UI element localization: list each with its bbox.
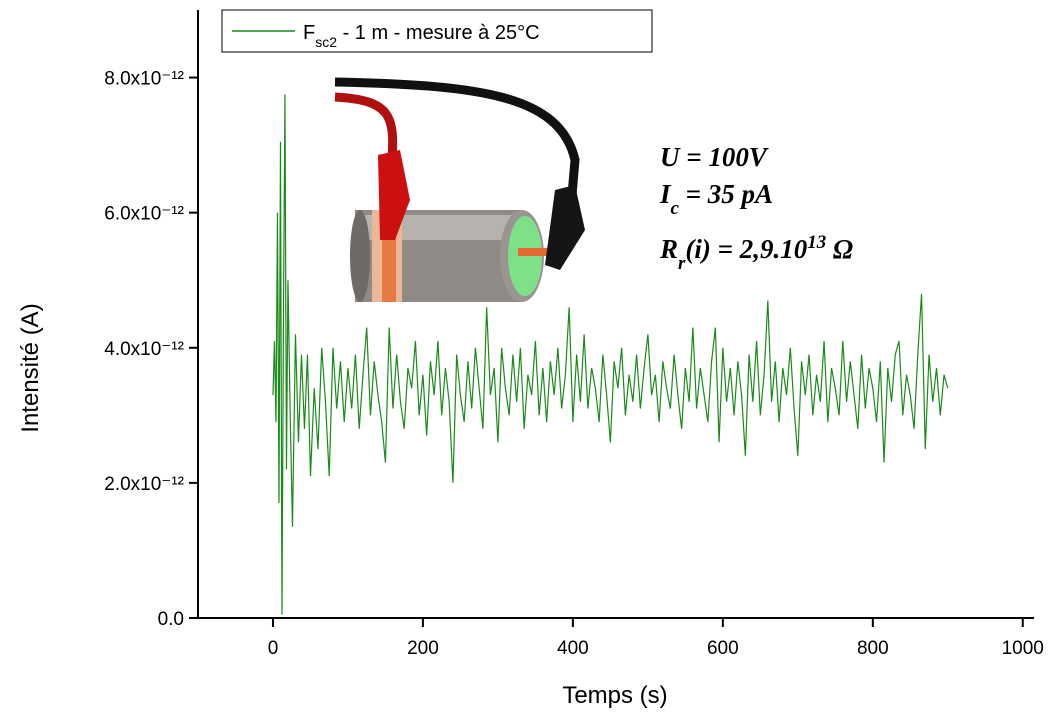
annotation-part: r xyxy=(678,253,686,274)
annotation-part: (i) = 2,9.10 xyxy=(685,234,807,264)
annotation: U = 100V xyxy=(660,142,769,172)
annotation-part: R xyxy=(659,234,678,264)
annotation-part: I xyxy=(659,179,672,209)
x-tick-label: 800 xyxy=(857,638,889,659)
x-tick-label: 1000 xyxy=(1002,638,1044,659)
data-line xyxy=(272,94,949,615)
y-tick-label: 8.0x10⁻¹² xyxy=(104,69,184,90)
annotation-part: c xyxy=(671,198,680,219)
annotation-part: Ω xyxy=(826,234,853,264)
annotation-part: 13 xyxy=(807,232,826,253)
legend-box xyxy=(221,9,653,53)
legend-label-part: F xyxy=(303,22,315,44)
axes xyxy=(197,10,1034,619)
y-axis-title: Intensité (A) xyxy=(17,303,44,432)
y-tick-label: 4.0x10⁻¹² xyxy=(104,339,184,360)
annotation: Ic = 35 pA xyxy=(659,179,773,219)
y-tick-label: 2.0x10⁻¹² xyxy=(104,474,184,495)
x-tick-label: 600 xyxy=(707,638,739,659)
illustration xyxy=(334,77,585,302)
y-tick-label: 6.0x10⁻¹² xyxy=(104,204,184,225)
x-tick-label: 200 xyxy=(407,638,439,659)
legend-label: Fsc2 - 1 m - mesure à 25°C xyxy=(303,22,540,50)
annotation-part: = 35 pA xyxy=(679,179,773,209)
x-axis-title: Temps (s) xyxy=(562,682,667,709)
annotation: Rr(i) = 2,9.1013 Ω xyxy=(659,232,853,274)
x-tick-label: 0 xyxy=(268,638,279,659)
y-tick-label: 0.0 xyxy=(158,609,184,630)
legend-label-part: - 1 m - mesure à 25°C xyxy=(337,22,540,44)
x-tick-label: 400 xyxy=(557,638,589,659)
annotation-part: U = 100V xyxy=(660,142,769,172)
legend-label-part: sc2 xyxy=(315,34,337,50)
